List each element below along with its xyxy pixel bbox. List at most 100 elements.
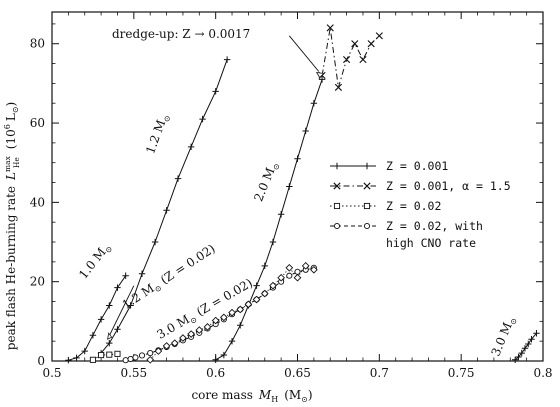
data-point: [351, 40, 359, 48]
data-point: [511, 356, 519, 364]
data-point: [515, 353, 522, 361]
x-tick-label: 0.55: [120, 366, 147, 380]
data-point: [294, 268, 301, 275]
data-point: [127, 302, 134, 309]
data-point: [310, 100, 318, 107]
data-point: [302, 127, 309, 135]
data-point: [293, 273, 302, 282]
data-point: [228, 337, 236, 345]
pointer-line: [107, 285, 135, 340]
data-point: [151, 238, 159, 246]
data-point: [310, 265, 318, 274]
y-tick-label: 80: [30, 37, 45, 51]
data-point: [179, 334, 187, 342]
data-point: [252, 295, 261, 304]
data-point: [81, 347, 88, 355]
data-point: [228, 308, 236, 317]
legend-label-2: Z = 0.02: [386, 199, 441, 213]
data-point: [106, 302, 113, 309]
data-point: [318, 76, 326, 83]
data-point: [363, 182, 371, 190]
series-line: [125, 267, 315, 361]
series-line: [321, 27, 380, 88]
data-point: [114, 326, 121, 333]
ann-10: 1.0 M⊙: [76, 240, 114, 283]
data-point: [98, 352, 105, 359]
data-point: [269, 238, 277, 246]
data-point: [375, 32, 383, 40]
data-point: [212, 356, 219, 364]
pointer-arrow: [107, 332, 113, 340]
data-point: [220, 313, 228, 322]
legend-label-3: Z = 0.02, with: [386, 219, 483, 233]
data-point: [286, 183, 293, 190]
x-tick-label: 0.75: [448, 366, 475, 380]
data-point: [170, 339, 179, 347]
data-point: [518, 349, 525, 357]
legend-label-1: Z = 0.001, α = 1.5: [386, 179, 511, 193]
data-point: [199, 115, 206, 123]
y-tick-label: 40: [30, 195, 45, 209]
dredge-arrow-line: [288, 35, 320, 72]
data-point: [525, 340, 532, 348]
data-point: [363, 222, 371, 230]
data-point: [106, 339, 113, 347]
data-point: [334, 83, 343, 91]
data-point: [261, 262, 268, 270]
x-axis-label: core mass MH (M⊙): [191, 388, 312, 404]
legend-label-3-line2: high CNO rate: [386, 236, 476, 250]
data-point: [333, 162, 341, 170]
data-point: [236, 305, 245, 314]
data-point: [163, 207, 170, 214]
data-point: [363, 162, 371, 170]
data-point: [154, 347, 163, 355]
dredge-arrow-head: [315, 71, 325, 79]
data-point: [220, 351, 228, 359]
data-point: [114, 284, 121, 291]
series-line: [100, 59, 228, 354]
data-point: [211, 316, 220, 325]
data-point: [122, 272, 129, 279]
data-point: [127, 355, 134, 363]
x-tick-label: 0.6: [206, 366, 225, 380]
data-point: [528, 335, 535, 343]
annotations: 1.0 M⊙1.2 M⊙1.2 M⊙ (Z = 0.02)3.0 M⊙ (Z =…: [76, 35, 520, 359]
data-point: [132, 354, 139, 361]
data-point: [367, 40, 375, 48]
data-point: [89, 332, 97, 339]
data-point: [294, 155, 301, 162]
ann-30: 3.0 M⊙: [489, 314, 520, 359]
data-point: [65, 357, 72, 364]
data-point: [333, 202, 341, 210]
x-tick-label: 0.65: [284, 366, 311, 380]
data-point: [138, 270, 146, 277]
series-3: [122, 264, 317, 364]
axis-ticks: 0.5 0.55 0.6 0.65 0.7 0.75 0.8 0 20 40 60 80: [30, 12, 553, 380]
data-point: [363, 202, 371, 210]
data-point: [223, 56, 231, 63]
series-line: [68, 275, 127, 361]
series-1: [318, 24, 383, 91]
series-diamond: [146, 261, 318, 364]
data-point: [212, 88, 219, 95]
y-tick-label: 60: [30, 116, 45, 130]
series-2: [89, 350, 121, 363]
data-point: [147, 350, 154, 357]
x-tick-label: 0.5: [42, 366, 61, 380]
ann-20: 2.0 M⊙: [251, 159, 282, 204]
data-point: [253, 282, 260, 289]
dredge-label: dredge-up: Z → 0.0017: [112, 27, 250, 41]
data-point: [359, 56, 367, 64]
data-point: [89, 356, 96, 363]
data-point: [237, 322, 244, 329]
data-point: [138, 352, 146, 359]
data-point: [97, 316, 105, 323]
x-tick-label: 0.8: [533, 366, 552, 380]
data-point: [106, 351, 113, 358]
data-point: [195, 326, 204, 334]
data-point: [114, 350, 121, 357]
data-point: [122, 357, 129, 364]
legend-label-0: Z = 0.001: [386, 159, 448, 173]
series-0: [65, 56, 540, 364]
